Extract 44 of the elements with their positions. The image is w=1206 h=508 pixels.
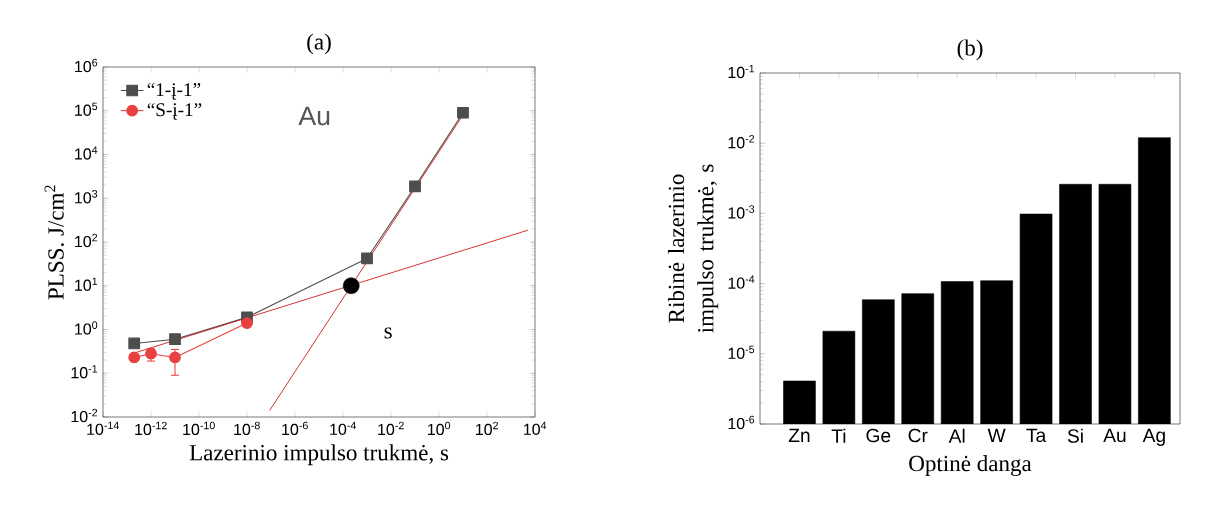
x-axis-title: Lazerinio impulso trukmė, s bbox=[189, 444, 449, 466]
annotation: s bbox=[384, 327, 392, 339]
y-tick-label: 10$^{4}$ bbox=[75, 146, 98, 160]
x-tick-label: Si bbox=[1067, 428, 1083, 443]
x-tick-label: Au bbox=[1103, 428, 1126, 443]
x-tick-label: 10$^{4}$ bbox=[524, 421, 547, 435]
y-tick-label: 10$^{3}$ bbox=[75, 190, 98, 204]
x-tick-label: Zn bbox=[788, 428, 810, 442]
x-tick-label: 10$^{-4}$ bbox=[330, 421, 356, 435]
y-axis-title: PLSS. J/cm$^{2}$ bbox=[44, 185, 64, 300]
y-tick-label: 10$^{-3}$ bbox=[728, 205, 755, 219]
x-tick-label: 10$^{2}$ bbox=[476, 421, 498, 436]
y-tick-label: 10$^{-5}$ bbox=[728, 345, 755, 359]
x-tick-label: Ta bbox=[1026, 428, 1047, 443]
x-tick-label: 10$^{-6}$ bbox=[282, 421, 308, 436]
y-tick-label: 10$^{0}$ bbox=[75, 321, 98, 335]
y-axis-title: Ribinė lazerinio impulso trukmė, s bbox=[667, 164, 719, 333]
x-tick-label: 10$^{-14}$ bbox=[87, 421, 119, 435]
x-tick-label: 10$^{0}$ bbox=[428, 421, 451, 436]
x-tick-label: Ag bbox=[1142, 428, 1165, 446]
y-tick-label: 10$^{-1}$ bbox=[71, 365, 98, 379]
y-tick-label: 10$^{-2}$ bbox=[71, 408, 98, 423]
chart-title: (a) bbox=[307, 33, 331, 55]
x-tick-label: W bbox=[987, 428, 1006, 442]
chart-title: (b) bbox=[957, 39, 983, 61]
y-tick-label: 10$^{-2}$ bbox=[728, 135, 755, 149]
legend-label: “S-į-1” bbox=[147, 103, 202, 120]
x-axis-title: Optinė danga bbox=[909, 455, 1032, 477]
annotation: Au bbox=[298, 106, 330, 126]
y-tick-label: 10$^{1}$ bbox=[75, 277, 98, 291]
y-tick-label: 10$^{2}$ bbox=[75, 233, 98, 248]
y-tick-label: 10$^{-4}$ bbox=[728, 275, 755, 289]
x-tick-label: 10$^{-12}$ bbox=[135, 421, 167, 436]
legend-label: “1-į-1” bbox=[147, 83, 201, 100]
x-tick-label: Ti bbox=[831, 428, 846, 443]
y-tick-label: 10$^{5}$ bbox=[75, 102, 98, 116]
x-tick-label: Cr bbox=[908, 428, 928, 443]
x-tick-label: 10$^{-2}$ bbox=[378, 421, 404, 436]
x-tick-label: 10$^{-8}$ bbox=[234, 421, 260, 436]
y-tick-label: 10$^{-1}$ bbox=[728, 64, 755, 79]
y-tick-label: 10$^{6}$ bbox=[75, 58, 98, 73]
x-tick-label: 10$^{-10}$ bbox=[183, 421, 215, 436]
x-tick-label: Ge bbox=[866, 428, 891, 443]
x-tick-label: Al bbox=[948, 428, 965, 443]
